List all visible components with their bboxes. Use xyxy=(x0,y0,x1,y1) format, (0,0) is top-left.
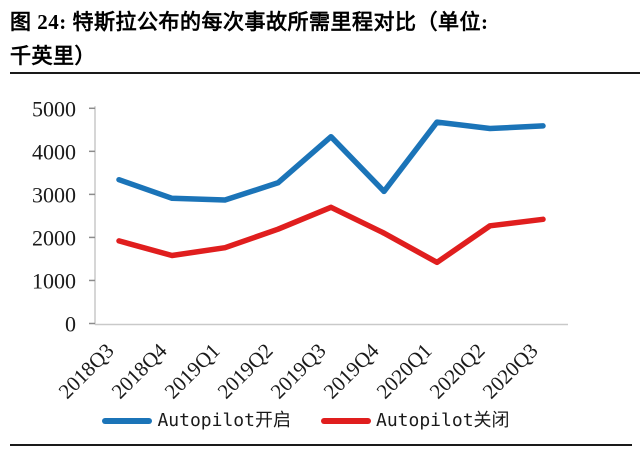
y-axis-tick-label: 2000 xyxy=(32,225,76,250)
series-line-0 xyxy=(116,119,546,203)
x-axis-tick-label: 2019Q1 xyxy=(160,339,225,404)
legend-swatch-blue-line xyxy=(102,418,153,424)
legend-item-autopilot-on: Autopilot开启 xyxy=(102,410,291,432)
legend-label-autopilot-on: Autopilot开启 xyxy=(157,410,291,431)
title-divider xyxy=(10,72,640,74)
legend-item-autopilot-off: Autopilot关闭 xyxy=(321,410,510,432)
legend-label-autopilot-off: Autopilot关闭 xyxy=(376,410,510,431)
series-line-1 xyxy=(116,204,546,266)
y-axis-tick-label: 0 xyxy=(65,312,76,337)
x-axis-tick-label: 2020Q1 xyxy=(372,339,437,404)
x-axis-tick-label: 2019Q4 xyxy=(319,338,384,403)
x-axis-tick-label: 2019Q3 xyxy=(266,339,331,404)
x-axis-tick-label: 2020Q3 xyxy=(478,339,543,404)
chart-legend: Autopilot开启 Autopilot关闭 xyxy=(0,410,640,432)
legend-swatch-red-line xyxy=(321,418,371,424)
line-chart-svg: 0100020003000400050002018Q32018Q42019Q12… xyxy=(32,96,568,404)
y-axis-tick-label: 4000 xyxy=(32,139,76,164)
x-axis-tick-label: 2019Q2 xyxy=(213,339,278,404)
bottom-divider xyxy=(10,444,632,446)
y-axis-tick-label: 3000 xyxy=(32,182,76,207)
x-axis-tick-label: 2018Q3 xyxy=(54,339,119,404)
y-axis-tick-label: 5000 xyxy=(32,96,76,121)
y-axis-tick-label: 1000 xyxy=(32,268,76,293)
figure-title-line1: 图 24: 特斯拉公布的每次事故所需里程对比（单位: xyxy=(10,10,489,34)
x-axis-tick-label: 2020Q2 xyxy=(425,339,490,404)
x-axis-tick-label: 2018Q4 xyxy=(107,338,172,403)
figure-title-line2: 千英里） xyxy=(10,44,96,68)
figure-title: 图 24: 特斯拉公布的每次事故所需里程对比（单位: 千英里） xyxy=(10,5,630,73)
